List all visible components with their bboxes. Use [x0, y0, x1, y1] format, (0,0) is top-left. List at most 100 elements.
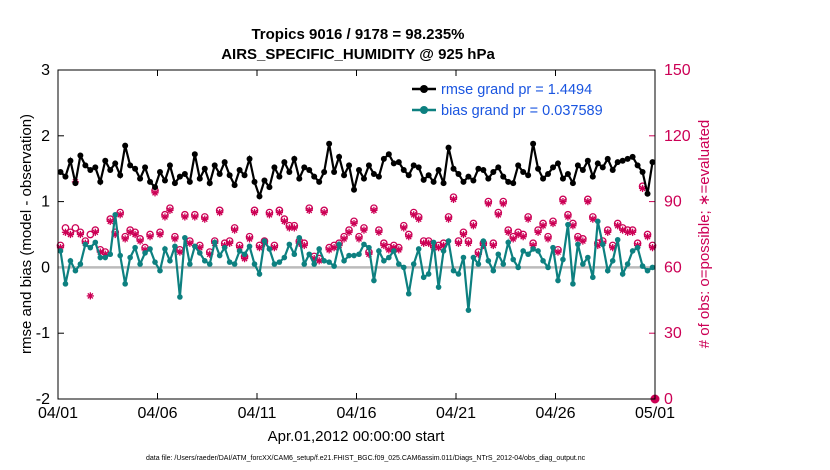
rmse-point: [365, 162, 372, 169]
obs-evaluated-marker: [255, 244, 264, 252]
rmse-point: [181, 170, 188, 177]
obs-evaluated-marker: [589, 215, 597, 223]
rmse-point: [336, 153, 343, 160]
rmse-point: [216, 170, 223, 177]
obs-evaluated-marker: [604, 228, 612, 236]
obs-evaluated-marker: [191, 213, 199, 221]
obs-evaluated-marker: [614, 222, 622, 230]
bias-point: [609, 258, 616, 264]
bias-point: [167, 258, 173, 264]
obs-evaluated-marker: [464, 239, 473, 247]
legend-bias-marker: [420, 106, 428, 114]
bias-point: [649, 264, 656, 271]
rmse-point: [122, 142, 129, 149]
bias-point: [97, 254, 104, 261]
y-right-tick-label: 60: [664, 259, 682, 276]
obs-evaluated-marker: [469, 222, 478, 230]
bias-point: [475, 261, 482, 267]
bias-point: [271, 261, 278, 267]
bias-point: [405, 290, 412, 297]
bias-point: [301, 261, 308, 267]
rmse-point: [525, 172, 532, 179]
obs-evaluated-marker: [400, 224, 408, 232]
rmse-point: [351, 186, 358, 193]
bias-point: [241, 251, 248, 258]
bias-point: [221, 244, 228, 251]
legend-rmse-marker: [420, 85, 428, 93]
bias-point: [336, 241, 342, 248]
rmse-point: [147, 178, 154, 185]
rmse-point: [166, 162, 173, 169]
rmse-point: [609, 167, 616, 174]
rmse-point: [410, 162, 417, 169]
rmse-point: [624, 155, 631, 162]
rmse-point: [649, 159, 656, 166]
rmse-point: [152, 184, 159, 191]
bias-point: [251, 261, 258, 267]
bias-point: [490, 267, 497, 274]
obs-evaluated-marker: [305, 206, 313, 214]
obs-evaluated-marker: [494, 211, 502, 219]
bias-point: [425, 271, 432, 277]
rmse-point: [445, 144, 452, 151]
bias-point: [599, 241, 606, 248]
rmse-point: [266, 184, 273, 191]
rmse-point: [540, 175, 547, 182]
bias-point: [87, 244, 94, 251]
rmse-point: [72, 180, 79, 187]
data-file-footer: data file: /Users/raeder/DAI/ATM_forcXX/…: [146, 455, 586, 462]
x-tick-label: 04/16: [336, 405, 376, 422]
obs-evaluated-marker: [216, 208, 224, 217]
bias-point: [281, 254, 288, 261]
x-tick-label: 04/06: [137, 405, 177, 422]
bias-point: [455, 271, 462, 277]
rmse-point: [435, 167, 442, 174]
obs-evaluated-marker: [564, 213, 572, 221]
bias-point: [644, 267, 651, 274]
bias-point: [594, 218, 601, 225]
y-left-axis-label: rmse and bias (model - observation): [18, 114, 35, 354]
bias-point: [614, 236, 621, 243]
bias-point: [570, 281, 576, 287]
rmse-point: [475, 165, 482, 172]
bias-point: [535, 248, 541, 254]
obs-evaluated-marker: [444, 215, 453, 223]
bias-point: [410, 261, 417, 267]
rmse-point: [480, 167, 487, 174]
bias-point: [381, 258, 387, 264]
bias-point: [152, 259, 158, 265]
bias-point: [415, 246, 422, 252]
obs-evaluated-marker: [534, 228, 542, 236]
rmse-point: [326, 140, 333, 147]
bias-point: [236, 248, 243, 254]
bias-point: [296, 234, 303, 241]
x-tick-label: 04/21: [436, 405, 476, 422]
bias-point: [580, 261, 586, 267]
y-right-tick-label: 120: [664, 128, 691, 145]
rmse-point: [599, 164, 606, 171]
bias-point: [57, 248, 64, 254]
rmse-point: [221, 159, 228, 166]
rmse-point: [346, 162, 353, 169]
rmse-point: [331, 168, 338, 175]
rmse-point: [276, 173, 283, 180]
bias-point: [445, 238, 452, 244]
legend: rmse grand pr = 1.4494 bias grand pr = 0…: [412, 82, 603, 119]
rmse-point: [639, 168, 646, 175]
chart-subtitle: AIRS_SPECIFIC_HUMIDITY @ 925 hPa: [221, 46, 495, 63]
bias-point: [550, 244, 556, 251]
bias-point: [505, 239, 512, 246]
bias-point: [226, 259, 233, 265]
rmse-point: [375, 173, 382, 180]
rmse-point: [127, 162, 134, 169]
bias-point: [450, 267, 457, 274]
rmse-point: [594, 160, 601, 167]
rmse-point: [390, 160, 397, 167]
rmse-point: [296, 175, 303, 182]
rmse-point: [261, 177, 268, 184]
rmse-point: [67, 157, 74, 164]
rmse-point: [485, 175, 492, 182]
obs-evaluated-marker: [524, 215, 532, 223]
y-right-tick-label: 0: [664, 391, 673, 408]
obs-evaluated-marker: [449, 195, 458, 204]
